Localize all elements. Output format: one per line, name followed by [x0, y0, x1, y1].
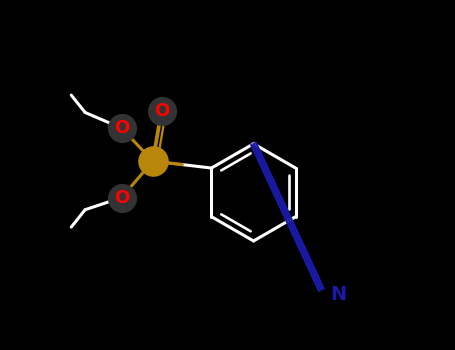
- Text: N: N: [330, 285, 347, 304]
- Text: O: O: [154, 102, 169, 120]
- Text: O: O: [114, 189, 129, 206]
- Text: O: O: [114, 119, 129, 137]
- Text: P: P: [148, 154, 158, 168]
